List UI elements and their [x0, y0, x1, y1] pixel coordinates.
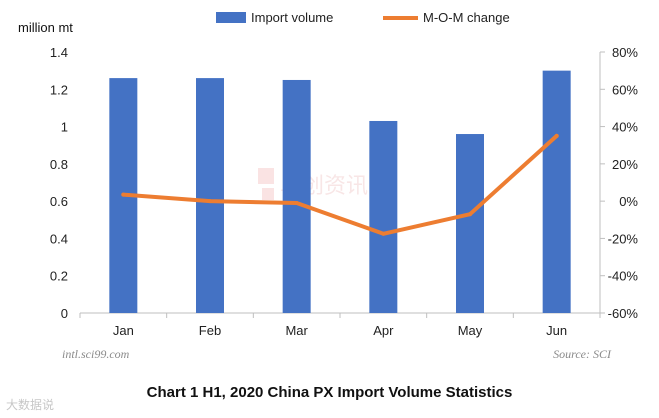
y2-tick-label: 60%: [612, 82, 638, 97]
y-tick-label: 0.4: [50, 231, 68, 246]
watermark-text: 大数据说: [6, 398, 55, 412]
y-tick-label: 0.2: [50, 269, 68, 284]
y-tick-label: 1.2: [50, 82, 68, 97]
point-mom-change: [554, 133, 559, 138]
chart-title: Chart 1 H1, 2020 China PX Import Volume …: [146, 384, 513, 401]
bar-import-volume: [369, 120, 398, 313]
source-credit: Source: SCI: [553, 347, 611, 361]
bar-import-volume: [456, 134, 484, 313]
y2-tick-label: 0%: [619, 194, 638, 209]
y2-tick-label: 40%: [612, 120, 638, 135]
x-tick-label: Feb: [199, 323, 221, 338]
legend-label-import-volume: Import volume: [251, 10, 333, 25]
x-tick-label: Jun: [546, 323, 567, 338]
x-tick-label: May: [458, 323, 483, 338]
point-mom-change: [121, 192, 126, 197]
y-tick-label: 0.8: [50, 157, 68, 172]
line-mom-change: [121, 133, 559, 236]
point-mom-change: [468, 212, 472, 217]
y-tick-label: 1.4: [50, 45, 68, 60]
website-credit: intl.sci99.com: [62, 347, 130, 361]
legend: Import volume M-O-M change: [216, 10, 510, 25]
bar-import-volume: [196, 78, 224, 313]
x-tick-label: Mar: [285, 323, 308, 338]
point-mom-change: [381, 231, 386, 236]
y2-tick-label: 20%: [612, 157, 638, 172]
point-mom-change: [294, 201, 299, 206]
y-tick-label: 0.6: [50, 194, 68, 209]
x-tick-label: Apr: [373, 323, 394, 338]
y2-tick-label: -20%: [608, 231, 639, 246]
watermark-logo: 卓创资讯: [258, 168, 368, 200]
x-tick-label: Jan: [113, 323, 134, 338]
legend-swatch-import-volume: [216, 12, 246, 23]
y2-tick-label: -40%: [608, 269, 639, 284]
bar-import-volume: [282, 79, 311, 313]
y2-tick-label: 80%: [612, 45, 638, 60]
y-tick-label: 0: [61, 306, 68, 321]
y-axis-label: million mt: [18, 20, 73, 35]
y2-tick-label: -60%: [608, 306, 639, 321]
bar-import-volume: [542, 70, 571, 314]
legend-label-mom-change: M-O-M change: [423, 10, 510, 25]
point-mom-change: [208, 199, 212, 204]
y-tick-label: 1: [61, 120, 68, 135]
